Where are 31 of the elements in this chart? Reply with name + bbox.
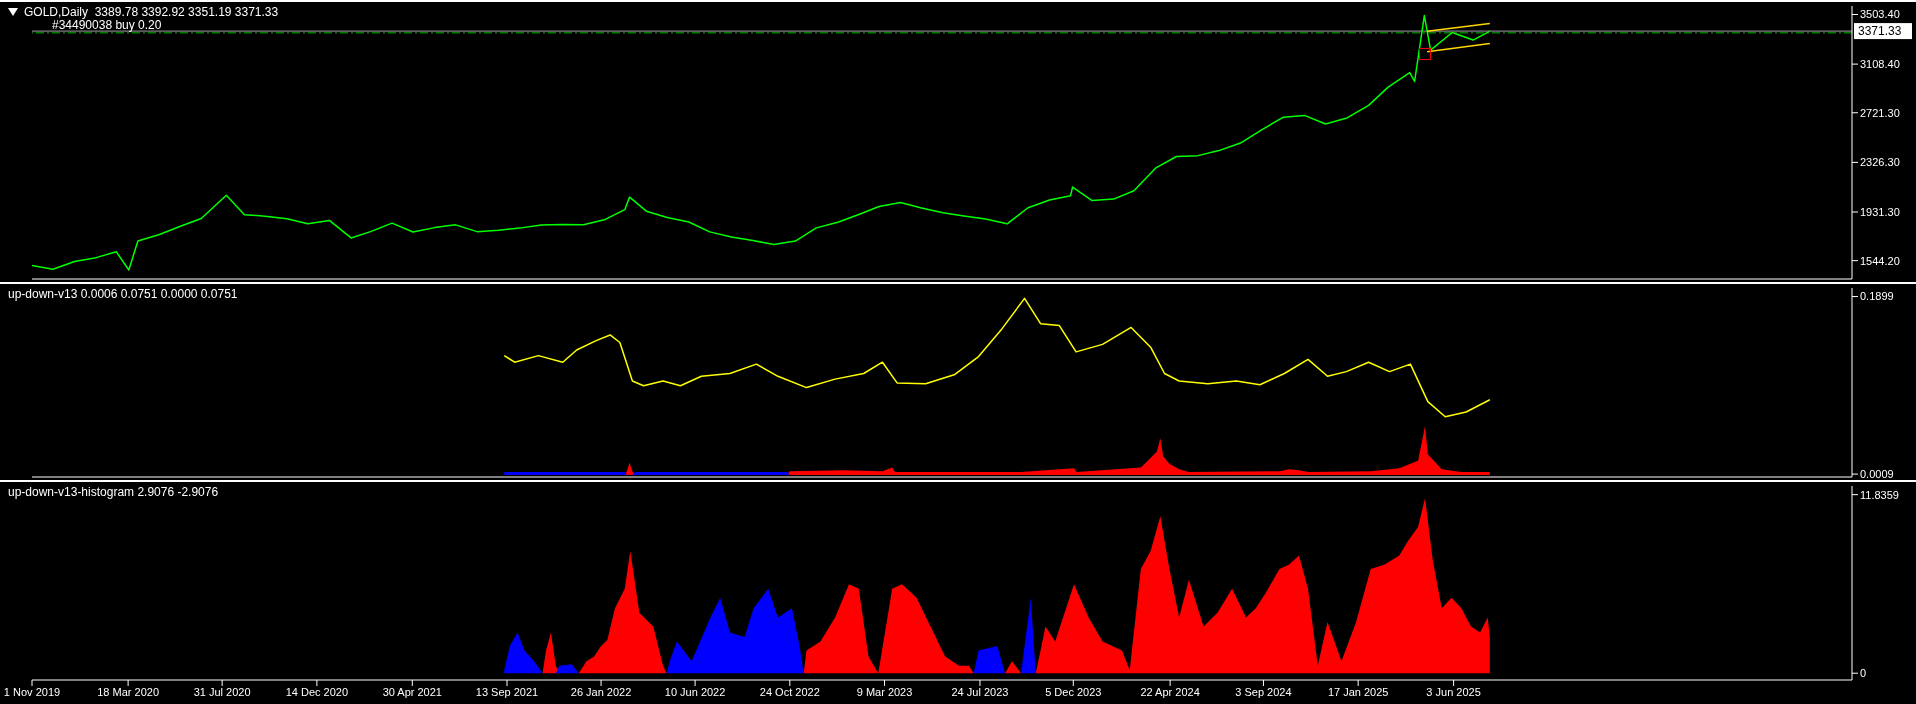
x-tick-label: 3 Jun 2025 <box>1426 685 1481 698</box>
y-tick-label: 2326.30 <box>1860 156 1900 169</box>
y-tick-label: 0 <box>1860 667 1867 680</box>
x-tick-label: 18 Mar 2020 <box>97 685 159 698</box>
x-tick-label: 3 Sep 2024 <box>1235 685 1292 698</box>
y-tick-label: 2721.30 <box>1860 106 1900 119</box>
y-tick-label: 1544.20 <box>1860 254 1900 267</box>
x-tick-label: 24 Oct 2022 <box>759 685 820 698</box>
y-tick-label: 3503.40 <box>1860 8 1900 21</box>
chart-title: up-down-v13 0.0006 0.0751 0.0000 0.0751 <box>8 287 238 301</box>
y-tick-label: 3108.40 <box>1860 58 1900 71</box>
chart-title: GOLD,Daily 3389.78 3392.92 3351.19 3371.33 <box>24 5 279 19</box>
line-series <box>503 297 1491 418</box>
x-tick-label: 31 Jul 2020 <box>193 685 251 698</box>
x-tick-label: 14 Dec 2020 <box>285 685 349 698</box>
y-tick-label: 11.8359 <box>1860 488 1899 501</box>
x-tick-label: 22 Apr 2024 <box>1140 685 1200 698</box>
x-tick-label: 9 Mar 2023 <box>856 685 913 698</box>
x-tick-label: 26 Jan 2022 <box>570 685 632 698</box>
x-tick-label: 13 Sep 2021 <box>475 685 539 698</box>
chart-title: up-down-v13-histogram 2.9076 -2.9076 <box>8 485 219 499</box>
x-tick-label: 30 Apr 2021 <box>382 685 442 698</box>
x-tick-label: 17 Jan 2025 <box>1327 685 1389 698</box>
x-tick-label: 1 Nov 2019 <box>3 685 61 698</box>
x-tick-label: 5 Dec 2023 <box>1045 685 1102 698</box>
y-tick-label: 0.0009 <box>1860 467 1894 480</box>
ref-line-label: 3371.33 <box>1858 24 1902 39</box>
x-tick-label: 24 Jul 2023 <box>951 685 1009 698</box>
y-tick-label: 0.1899 <box>1860 290 1894 303</box>
y-tick-label: 1931.30 <box>1860 205 1900 218</box>
x-tick-label: 10 Jun 2022 <box>664 685 726 698</box>
